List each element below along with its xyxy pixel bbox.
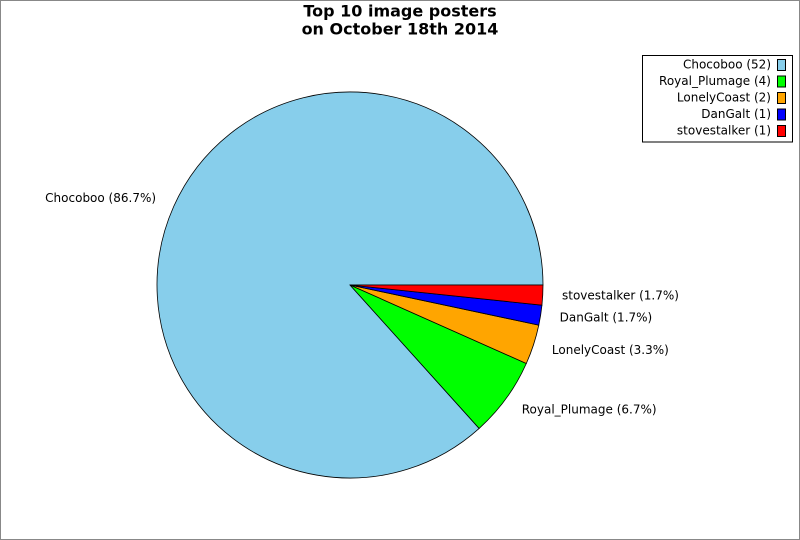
slice-label: stovestalker (1.7%) — [562, 289, 679, 303]
legend-swatch — [777, 108, 786, 121]
legend-swatch — [777, 59, 786, 71]
slice-label: LonelyCoast (3.3%) — [552, 343, 669, 357]
legend-label: stovestalker (1) — [677, 124, 771, 138]
legend-swatch — [777, 75, 786, 88]
legend-label: Royal_Plumage (4) — [659, 74, 771, 88]
chart-title: on October 18th 2014 — [302, 20, 499, 39]
legend-label: Chocoboo (52) — [683, 58, 771, 72]
slice-label: Chocoboo (86.7%) — [45, 191, 156, 205]
legend-label: DanGalt (1) — [701, 107, 771, 121]
legend-label: LonelyCoast (2) — [677, 91, 771, 105]
pie-slice — [349, 284, 544, 306]
chart-title: Top 10 image posters — [303, 2, 496, 21]
slice-label: DanGalt (1.7%) — [560, 311, 653, 325]
legend-swatch — [777, 125, 786, 137]
slice-label: Royal_Plumage (6.7%) — [522, 402, 657, 416]
legend-swatch — [777, 92, 786, 104]
legend-box — [642, 55, 793, 143]
